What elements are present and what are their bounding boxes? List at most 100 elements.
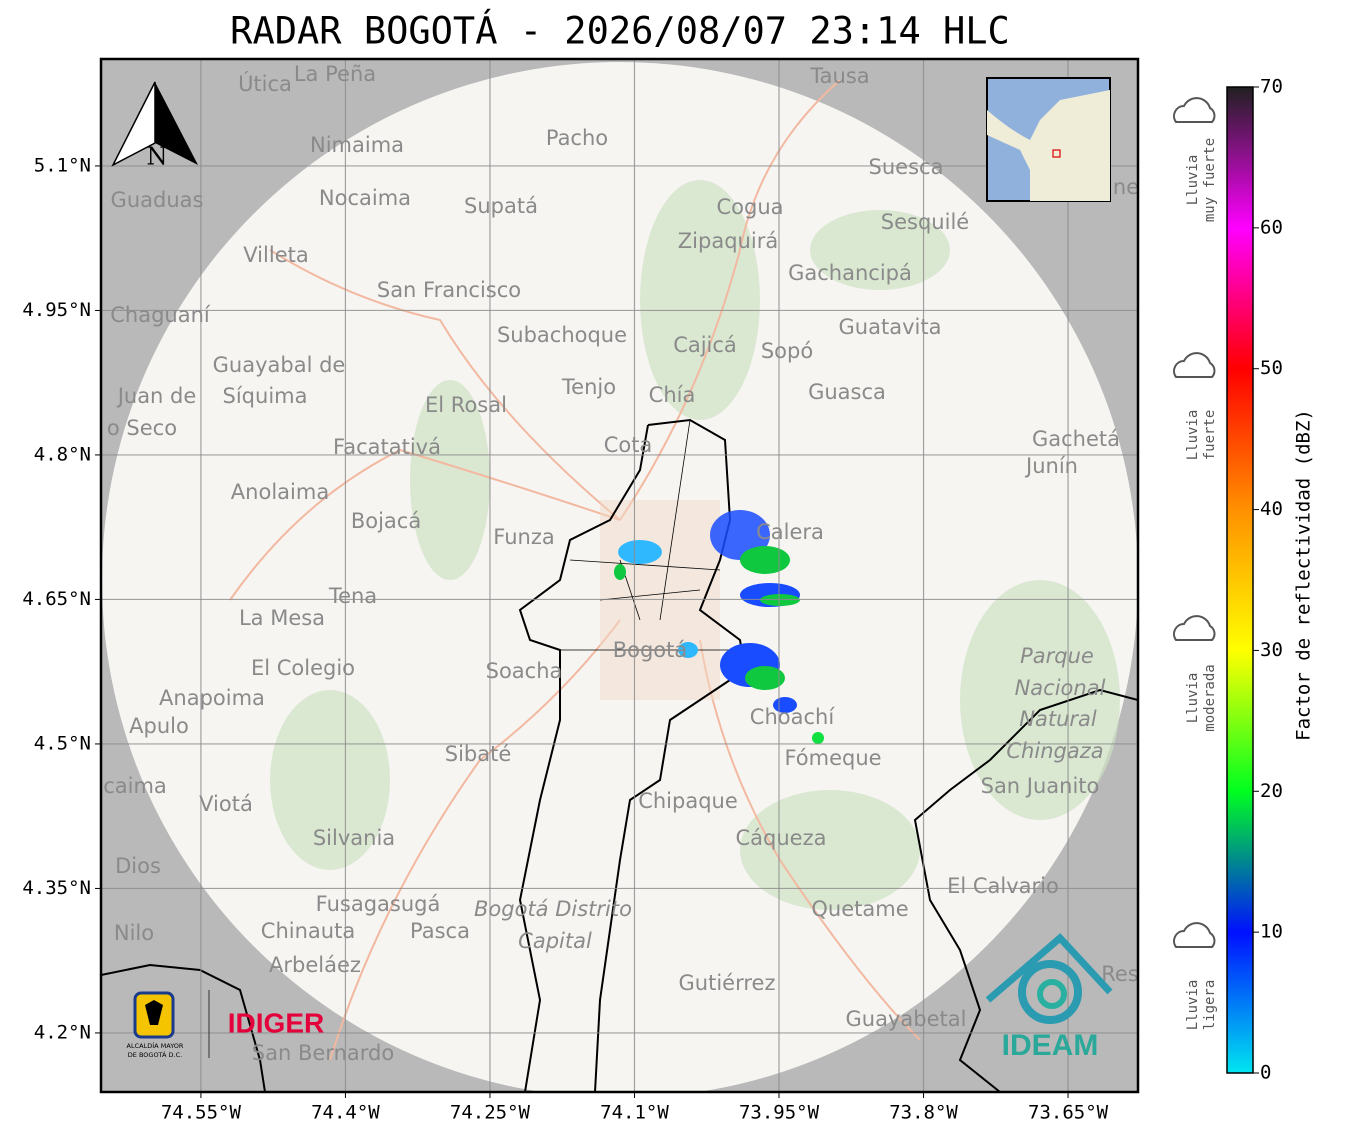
alcaldia-text: DE BOGOTÁ D.C. xyxy=(128,1050,182,1059)
place-label: San Bernardo xyxy=(252,1041,394,1065)
place-label: Quetame xyxy=(811,897,908,921)
place-label: Tenjo xyxy=(561,375,616,399)
x-tick-label: 74.55°W xyxy=(161,1102,242,1124)
map-frame xyxy=(99,57,1140,1094)
place-label: San Juanito xyxy=(981,774,1100,798)
place-label: Tena xyxy=(328,584,377,608)
place-label: Arbeláez xyxy=(269,953,361,977)
place-label: Sopó xyxy=(761,339,813,363)
place-label: Nilo xyxy=(114,921,154,945)
alcaldia-text: ALCALDÍA MAYOR xyxy=(127,1041,184,1050)
place-label: El Calvario xyxy=(947,874,1059,898)
place-label: Fómeque xyxy=(784,746,881,770)
cloud-icon xyxy=(1173,97,1216,123)
place-label: La Mesa xyxy=(239,606,325,630)
place-label: Gutiérrez xyxy=(679,971,776,995)
place-label: Guatavita xyxy=(839,315,942,339)
rain-level-label: muy fuerte xyxy=(1202,138,1218,222)
place-labels: Útica La Peña Tausa Pacho Nimaima Guaduas Noca… xyxy=(103,62,1139,1065)
place-label: Guaduas xyxy=(111,188,204,212)
place-label: Gachancipá xyxy=(788,261,912,285)
place-label: San Francisco xyxy=(377,278,521,302)
place-label: Suesca xyxy=(869,155,944,179)
map: Útica La Peña Tausa Pacho Nimaima Guaduas Noca… xyxy=(101,59,1139,1092)
place-label: Facatativá xyxy=(333,435,441,459)
place-label: Bogotá Distrito xyxy=(474,897,632,921)
rain-level-label: Lluvia xyxy=(1185,980,1201,1031)
place-label: Tausa xyxy=(809,64,869,88)
north-label: N xyxy=(147,143,168,171)
place-label: Silvania xyxy=(313,826,395,850)
place-label: Chipaque xyxy=(638,789,738,813)
place-label: Síquima xyxy=(223,384,308,408)
place-label: Junín xyxy=(1024,454,1078,478)
colorbar-tick-label: 60 xyxy=(1260,216,1283,238)
rain-level-label: fuerte xyxy=(1202,410,1218,461)
rain-level-label: Lluvia xyxy=(1185,673,1201,724)
place-label: Sesquilé xyxy=(881,210,969,234)
rain-level-label: Lluvia xyxy=(1185,410,1201,461)
colorbar-tick-label: 10 xyxy=(1260,921,1283,943)
rain-level-label: ligera xyxy=(1202,980,1218,1031)
place-label: Nimaima xyxy=(310,133,404,157)
place-label: caima xyxy=(103,774,167,798)
place-label: Natural xyxy=(1019,707,1097,731)
place-label: Funza xyxy=(493,525,554,549)
place-label: Soacha xyxy=(486,659,563,683)
place-label: ne xyxy=(1113,175,1139,199)
place-label: Sibaté xyxy=(445,742,512,766)
title: RADAR BOGOTÁ - 2026/08/07 23:14 HLC xyxy=(230,9,1010,53)
place-label: Juan de xyxy=(116,384,197,408)
place-label: Chingaza xyxy=(1006,739,1103,763)
colorbar-label: Factor de reflectividad (dBZ) xyxy=(1293,409,1315,741)
x-tick-label: 74.25°W xyxy=(450,1102,531,1124)
place-label: Chinauta xyxy=(261,919,355,943)
place-label: Nocaima xyxy=(319,186,411,210)
y-tick-label: 4.8°N xyxy=(34,443,91,465)
place-label: Pacho xyxy=(546,126,608,150)
y-tick-label: 4.2°N xyxy=(34,1021,91,1043)
inset-map xyxy=(986,77,1111,202)
place-label: o Seco xyxy=(107,416,177,440)
place-label: El Rosal xyxy=(425,393,507,417)
place-label: Parque xyxy=(1020,644,1094,668)
colorbar-tick-label: 40 xyxy=(1260,498,1283,520)
cloud-icon xyxy=(1173,615,1216,641)
place-label: Calera xyxy=(756,520,824,544)
colorbar-tick-label: 0 xyxy=(1260,1062,1271,1084)
place-label: Fusagasugá xyxy=(316,892,441,916)
x-tick-label: 73.8°W xyxy=(889,1102,958,1124)
place-label: Supatá xyxy=(464,194,538,218)
place-label: Choachí xyxy=(750,705,836,729)
place-label: Guasca xyxy=(808,380,886,404)
ideam-text: IDEAM xyxy=(1002,1029,1099,1062)
x-tick-label: 74.4°W xyxy=(311,1102,380,1124)
grid xyxy=(101,59,1138,1092)
place-label: Viotá xyxy=(199,792,253,816)
colorbar-ramp xyxy=(1226,86,1254,1074)
x-tick-label: 73.95°W xyxy=(739,1102,820,1124)
place-label: Cajicá xyxy=(673,333,737,357)
alcaldia-logo: ALCALDÍA MAYOR DE BOGOTÁ D.C. IDIGER xyxy=(127,990,324,1059)
place-label: Res xyxy=(1101,962,1139,986)
colorbar-tick-label: 30 xyxy=(1260,639,1283,661)
place-label: El Colegio xyxy=(251,656,355,680)
axes: 74.55°W 74.4°W 74.25°W 74.1°W 73.95°W 73.8°W 7… xyxy=(22,154,1108,1123)
north-arrow: N xyxy=(111,81,198,171)
colorbar: Factor de reflectividad (dBZ) 0 10 20 30 40 5… xyxy=(1226,76,1315,1084)
terrain xyxy=(270,180,1120,910)
place-label: Gachetá xyxy=(1032,427,1120,451)
y-tick-label: 4.95°N xyxy=(22,299,91,321)
place-label: Capital xyxy=(518,929,592,953)
colorbar-tick-label: 70 xyxy=(1260,76,1283,98)
place-label: Villeta xyxy=(243,243,308,267)
idiger-logo: IDIGER xyxy=(228,1007,324,1038)
rain-level-label: Lluvia xyxy=(1185,155,1201,206)
place-label: Nacional xyxy=(1015,676,1106,700)
place-label: Chaguaní xyxy=(110,303,211,327)
place-label: Cota xyxy=(604,433,653,457)
x-tick-label: 73.65°W xyxy=(1028,1102,1109,1124)
place-label: Útica xyxy=(238,71,292,96)
